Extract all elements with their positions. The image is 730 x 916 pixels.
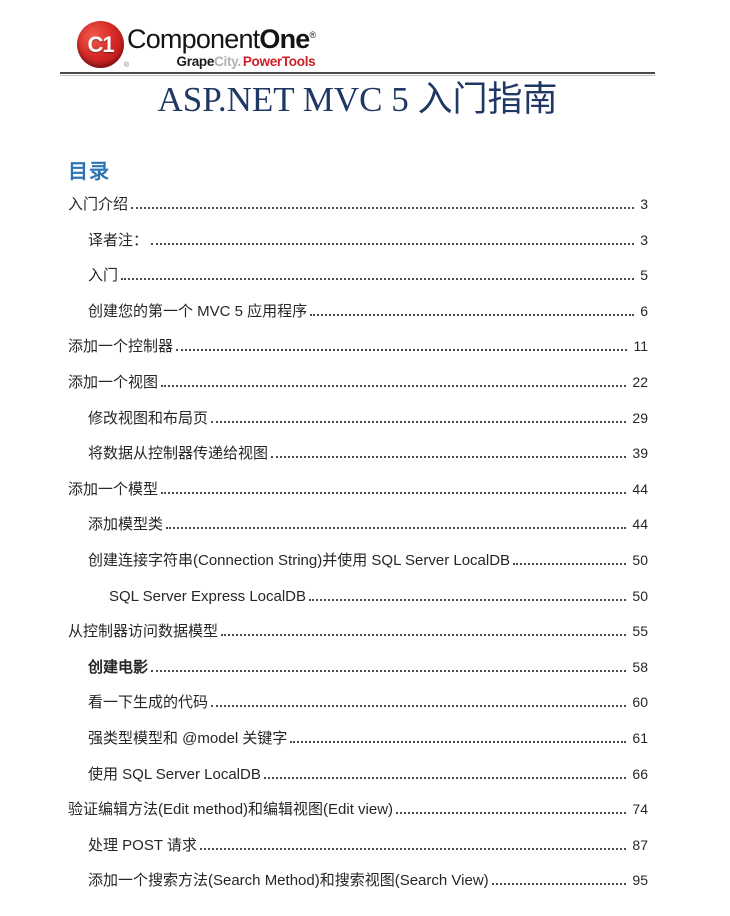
toc-entry[interactable]: 处理 POST 请求 87: [60, 828, 648, 864]
toc-entry[interactable]: 入门介绍 3: [60, 187, 648, 223]
toc-entry-page: 11: [633, 338, 648, 355]
toc-entry-page: 6: [640, 302, 648, 319]
toc-entry-label: 创建电影: [88, 658, 149, 676]
toc-entry[interactable]: 添加一个视图 22: [60, 365, 648, 401]
toc-entry-page: 22: [632, 373, 648, 390]
toc-dot-leader: [310, 313, 635, 316]
toc-dot-leader: [151, 242, 635, 245]
componentone-logo: C1 ® ComponentOne® GrapeCity. PowerTools: [77, 21, 317, 69]
brand-name: ComponentOne®: [127, 21, 317, 54]
toc-entry-label: 验证编辑方法(Edit method)和编辑视图(Edit view): [68, 801, 394, 819]
brand-name-component: Component: [127, 24, 260, 54]
toc-dot-leader: [161, 384, 627, 387]
toc-dot-leader: [176, 349, 628, 352]
toc-entry[interactable]: 创建电影 58: [60, 650, 648, 686]
toc-entry-label: 修改视图和布局页: [88, 409, 209, 427]
toc-entry-label: 添加一个视图: [68, 373, 159, 391]
toc-entry-page: 3: [640, 231, 648, 248]
toc-entry-label: 处理 POST 请求: [88, 836, 197, 854]
toc-entry-label: 入门: [88, 267, 119, 285]
toc-entry-page: 95: [632, 872, 648, 889]
toc-entry-label: 使用 SQL Server LocalDB: [88, 765, 261, 783]
toc-entry-page: 39: [632, 445, 648, 462]
toc-entry[interactable]: 从控制器访问数据模型 55: [60, 614, 648, 650]
toc-dot-leader: [161, 491, 627, 494]
toc-entry-page: 55: [632, 623, 648, 640]
toc-entry-page: 29: [632, 409, 648, 426]
toc-entry-label: 添加模型类: [88, 516, 164, 534]
toc-entry-page: 58: [632, 658, 648, 675]
toc-dot-leader: [151, 669, 627, 672]
logo-wordmark: ComponentOne® GrapeCity. PowerTools: [127, 21, 317, 69]
c1-logo-text: C1: [87, 31, 114, 57]
toc-entry-label: 看一下生成的代码: [88, 694, 209, 712]
toc-entry-label: 添加一个搜索方法(Search Method)和搜索视图(Search View…: [88, 872, 489, 890]
toc-entry[interactable]: 添加模型类 44: [60, 507, 648, 543]
toc-list: 入门介绍 3 译者注： 3 入门 5 创建您的第一个 MVC 5 应用程序 6 …: [60, 187, 648, 899]
registered-trademark-icon: ®: [309, 30, 317, 40]
toc-entry-page: 74: [632, 801, 648, 818]
toc-entry-label: 强类型模型和 @model 关键字: [88, 729, 288, 747]
registered-trademark-icon: ®: [123, 62, 129, 69]
toc-dot-leader: [199, 847, 627, 850]
toc-entry-page: 44: [632, 480, 648, 497]
toc-dot-leader: [263, 776, 627, 779]
toc-dot-leader: [396, 812, 627, 815]
toc-entry[interactable]: 入门 5: [60, 258, 648, 294]
toc-entry-label: SQL Server Express LocalDB: [109, 587, 307, 605]
toc-entry[interactable]: 添加一个模型 44: [60, 472, 648, 508]
toc-dot-leader: [166, 527, 627, 530]
subbrand-powertools: PowerTools: [242, 54, 316, 69]
toc-entry-page: 5: [640, 267, 648, 284]
toc-dot-leader: [221, 634, 627, 637]
toc-dot-leader: [211, 420, 627, 423]
page-title: ASP.NET MVC 5 入门指南: [157, 80, 558, 119]
toc-entry[interactable]: 创建您的第一个 MVC 5 应用程序 6: [60, 294, 648, 330]
toc-dot-leader: [491, 883, 627, 886]
toc-entry[interactable]: 添加一个搜索方法(Search Method)和搜索视图(Search View…: [60, 863, 648, 899]
toc-entry-label: 创建您的第一个 MVC 5 应用程序: [88, 302, 308, 320]
toc-entry-label: 译者注：: [88, 231, 149, 249]
toc-entry-label: 添加一个控制器: [68, 338, 174, 356]
toc-entry[interactable]: 验证编辑方法(Edit method)和编辑视图(Edit view) 74: [60, 792, 648, 828]
toc-entry[interactable]: 看一下生成的代码 60: [60, 685, 648, 721]
toc-entry-label: 入门介绍: [68, 196, 129, 213]
toc-entry[interactable]: 将数据从控制器传递给视图 39: [60, 436, 648, 472]
toc-entry-page: 61: [632, 729, 648, 746]
toc-entry[interactable]: SQL Server Express LocalDB 50: [60, 579, 648, 615]
toc-entry[interactable]: 使用 SQL Server LocalDB 66: [60, 757, 648, 793]
toc-entry[interactable]: 译者注： 3: [60, 223, 648, 259]
toc-entry-page: 3: [640, 196, 648, 212]
toc-entry[interactable]: 创建连接字符串(Connection String)并使用 SQL Server…: [60, 543, 648, 579]
subbrand-grape: Grape: [176, 54, 215, 69]
toc-dot-leader: [513, 562, 627, 565]
toc-dot-leader: [290, 740, 627, 743]
toc-entry[interactable]: 强类型模型和 @model 关键字 61: [60, 721, 648, 757]
c1-logo-icon: C1 ®: [77, 21, 129, 69]
toc-dot-leader: [211, 705, 627, 708]
toc-dot-leader: [131, 207, 635, 209]
toc-entry-label: 将数据从控制器传递给视图: [88, 445, 269, 463]
toc-entry-label: 创建连接字符串(Connection String)并使用 SQL Server…: [88, 551, 511, 569]
toc-heading: 目录: [68, 161, 110, 183]
toc-entry-page: 60: [632, 694, 648, 711]
toc-entry-page: 50: [632, 551, 648, 568]
toc-entry[interactable]: 修改视图和布局页 29: [60, 401, 648, 437]
toc-entry-page: 44: [632, 516, 648, 533]
subbrand-city: City.: [214, 54, 241, 69]
toc-entry[interactable]: 添加一个控制器 11: [60, 329, 648, 365]
toc-entry-page: 66: [632, 765, 648, 782]
toc-entry-page: 87: [632, 836, 648, 853]
subbrand-line: GrapeCity. PowerTools: [177, 55, 316, 69]
toc-dot-leader: [271, 456, 627, 459]
brand-name-one: One: [259, 24, 310, 54]
toc-dot-leader: [121, 278, 635, 281]
toc-entry-label: 从控制器访问数据模型: [68, 623, 219, 641]
header-divider: [60, 72, 655, 76]
toc-dot-leader: [309, 598, 627, 601]
toc-entry-page: 50: [632, 587, 648, 604]
toc-entry-label: 添加一个模型: [68, 480, 159, 498]
